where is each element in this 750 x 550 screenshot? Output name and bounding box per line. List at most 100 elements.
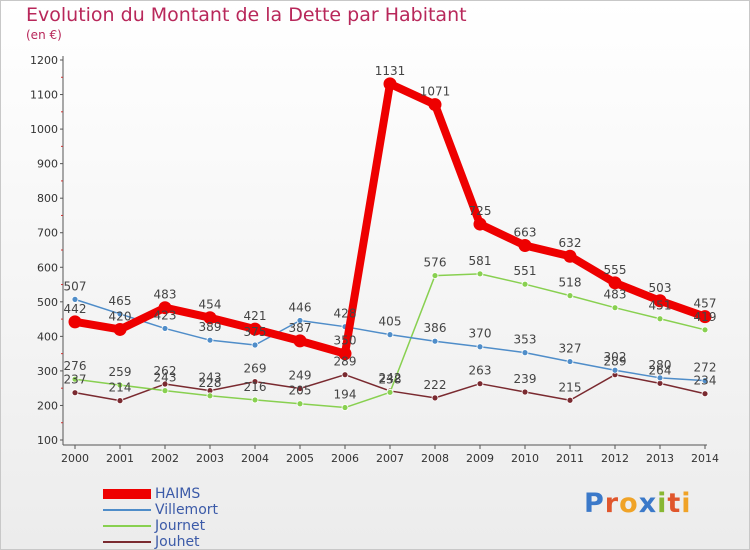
y-tick-label: 700 xyxy=(37,227,58,240)
data-point xyxy=(431,394,439,402)
data-label: 581 xyxy=(469,254,492,268)
data-point xyxy=(293,334,307,348)
data-label: 289 xyxy=(334,355,357,369)
data-label: 465 xyxy=(109,294,132,308)
data-point xyxy=(521,388,529,396)
data-label: 423 xyxy=(154,308,177,322)
data-point xyxy=(68,315,82,329)
logo-letter: i xyxy=(657,488,668,519)
y-tick-label: 300 xyxy=(37,365,58,378)
chart-subtitle: (en €) xyxy=(26,28,62,42)
x-tick-label: 2010 xyxy=(511,452,539,465)
data-point xyxy=(566,292,574,300)
data-label: 389 xyxy=(199,320,222,334)
proxiti-logo: Proxiti xyxy=(584,488,692,519)
logo-letter: P xyxy=(584,488,605,519)
data-point xyxy=(563,249,577,263)
data-label: 576 xyxy=(424,256,447,270)
data-point xyxy=(161,325,169,332)
data-point xyxy=(158,301,172,315)
data-point xyxy=(656,379,664,387)
y-tick-label: 100 xyxy=(37,434,58,447)
data-label: 228 xyxy=(199,376,222,390)
data-label: 215 xyxy=(559,380,582,394)
data-label: 725 xyxy=(469,204,492,218)
data-label: 420 xyxy=(109,309,132,323)
data-label: 249 xyxy=(289,369,312,383)
data-point xyxy=(701,377,709,384)
logo-letter: o xyxy=(619,488,639,519)
data-label: 454 xyxy=(199,298,222,312)
data-label: 405 xyxy=(379,315,402,329)
y-tick-label: 1200 xyxy=(30,54,58,67)
data-point xyxy=(656,315,664,323)
data-point xyxy=(386,388,394,396)
data-label: 551 xyxy=(514,264,537,278)
logo-letter: t xyxy=(667,488,682,519)
data-point xyxy=(251,378,259,386)
data-point xyxy=(116,381,124,389)
data-point xyxy=(476,270,484,278)
y-tick-label: 900 xyxy=(37,158,58,171)
data-point xyxy=(566,358,574,365)
data-point xyxy=(251,341,259,349)
data-point xyxy=(296,317,304,324)
data-label: 483 xyxy=(604,288,627,302)
data-point xyxy=(161,380,169,388)
data-label: 421 xyxy=(244,309,267,323)
data-label: 214 xyxy=(109,381,132,395)
data-label: 263 xyxy=(469,364,492,378)
data-point xyxy=(203,311,217,325)
x-tick-label: 2014 xyxy=(691,452,719,465)
data-label: 446 xyxy=(289,300,312,314)
data-point xyxy=(296,400,304,408)
data-label: 386 xyxy=(424,321,447,335)
data-point xyxy=(248,322,262,336)
legend-swatch-journet xyxy=(103,525,151,527)
data-label: 237 xyxy=(64,373,87,387)
data-point xyxy=(653,294,667,308)
data-label: 262 xyxy=(154,364,177,378)
data-point xyxy=(521,349,529,357)
data-point xyxy=(611,304,619,312)
data-point xyxy=(431,272,439,279)
data-point xyxy=(206,392,214,400)
data-point xyxy=(161,387,169,395)
data-label: 1131 xyxy=(375,64,406,78)
data-label: 457 xyxy=(694,297,717,311)
data-label: 205 xyxy=(289,384,312,398)
data-label: 503 xyxy=(649,281,672,295)
x-tick-label: 2011 xyxy=(556,452,584,465)
data-label: 302 xyxy=(604,350,627,364)
data-label: 194 xyxy=(334,388,357,402)
data-point xyxy=(476,343,484,351)
x-tick-label: 2012 xyxy=(601,452,629,465)
x-tick-label: 2002 xyxy=(151,452,179,465)
data-point xyxy=(116,397,124,405)
legend-label: Journet xyxy=(155,517,206,534)
logo-letter: r xyxy=(604,488,620,519)
legend-item-journet: Journet xyxy=(103,518,218,534)
data-label: 243 xyxy=(199,371,222,385)
data-point xyxy=(251,396,259,404)
data-label: 555 xyxy=(604,263,627,277)
data-point xyxy=(431,337,439,345)
data-point xyxy=(698,310,712,324)
x-tick-label: 2007 xyxy=(376,452,404,465)
data-label: 272 xyxy=(694,361,717,375)
data-point xyxy=(521,280,529,288)
legend-swatch-haims xyxy=(103,489,151,499)
x-tick-label: 2006 xyxy=(331,452,359,465)
data-label: 269 xyxy=(244,362,267,376)
data-point xyxy=(701,326,709,334)
legend-item-haims: HAIMS xyxy=(103,486,218,502)
x-tick-label: 2003 xyxy=(196,452,224,465)
x-tick-label: 2000 xyxy=(61,452,89,465)
legend: HAIMS Villemort Journet Jouhet xyxy=(103,486,218,550)
data-point xyxy=(476,380,484,388)
data-label: 375 xyxy=(244,325,267,339)
data-point xyxy=(71,295,79,303)
x-tick-label: 2013 xyxy=(646,452,674,465)
data-label: 632 xyxy=(559,236,582,250)
logo-letter: i xyxy=(681,488,692,519)
